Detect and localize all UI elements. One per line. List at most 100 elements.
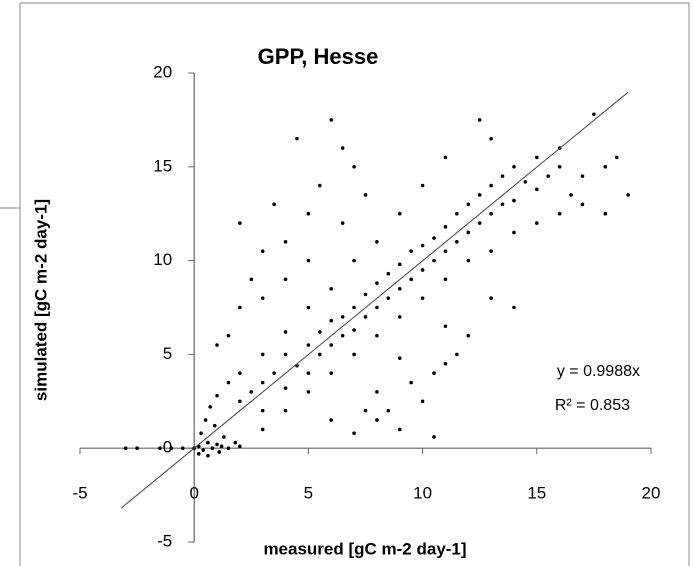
point xyxy=(535,221,539,225)
point xyxy=(432,236,436,240)
annotation: y = 0.9988x xyxy=(557,363,640,380)
point xyxy=(409,249,413,254)
point xyxy=(206,440,210,445)
point xyxy=(306,211,311,216)
point xyxy=(363,408,368,413)
point xyxy=(215,393,219,398)
point xyxy=(340,146,345,150)
point xyxy=(443,324,448,329)
x-axis-label: measured [gC m-2 day-1] xyxy=(263,539,466,558)
point xyxy=(569,193,573,197)
point xyxy=(397,427,402,432)
point xyxy=(306,390,311,394)
point xyxy=(489,211,493,216)
point xyxy=(226,333,231,338)
y-tick-label: 5 xyxy=(163,344,172,363)
point xyxy=(329,418,334,422)
point xyxy=(489,183,493,188)
point xyxy=(432,435,436,439)
point xyxy=(477,221,482,225)
y-tick-label: -5 xyxy=(157,531,172,550)
point xyxy=(546,174,551,178)
point xyxy=(283,408,288,413)
point xyxy=(272,202,276,207)
point xyxy=(397,262,402,267)
point xyxy=(443,155,448,160)
point xyxy=(432,371,436,375)
point xyxy=(626,193,630,197)
point xyxy=(352,431,356,435)
point xyxy=(375,240,379,244)
point xyxy=(375,333,379,338)
point xyxy=(535,187,539,192)
x-tick-label: 0 xyxy=(189,484,198,503)
point xyxy=(210,446,215,451)
point xyxy=(397,286,402,291)
point xyxy=(212,423,217,428)
point xyxy=(420,296,425,300)
x-tick-label: 10 xyxy=(413,484,432,503)
point xyxy=(409,277,413,282)
point xyxy=(363,292,368,297)
point xyxy=(420,183,425,188)
point xyxy=(500,174,505,178)
point xyxy=(363,193,368,197)
point xyxy=(386,296,391,300)
point xyxy=(340,315,345,319)
point xyxy=(203,418,208,422)
point xyxy=(580,174,585,178)
point xyxy=(238,305,242,310)
point xyxy=(455,211,459,216)
point xyxy=(557,165,562,169)
point xyxy=(199,431,203,435)
point xyxy=(283,386,288,390)
y-axis-label: simulated [gC m-2 day-1] xyxy=(31,199,50,401)
point xyxy=(260,408,265,413)
point xyxy=(180,446,185,451)
y-tick-label: 0 xyxy=(163,438,172,457)
point xyxy=(295,136,299,141)
point xyxy=(443,249,448,254)
point xyxy=(249,390,254,394)
point xyxy=(603,165,608,169)
point xyxy=(443,277,448,282)
point xyxy=(397,315,402,319)
y-tick-label: 10 xyxy=(153,250,172,269)
point xyxy=(455,352,459,357)
point xyxy=(329,118,334,122)
point xyxy=(123,446,128,451)
point xyxy=(477,118,482,122)
point xyxy=(375,305,379,310)
x-tick-label: 20 xyxy=(642,484,661,503)
point xyxy=(432,258,436,263)
point xyxy=(272,371,276,375)
point xyxy=(512,230,516,235)
fit-line xyxy=(120,91,629,509)
point xyxy=(409,380,413,385)
point xyxy=(455,240,459,244)
point xyxy=(226,380,231,385)
point xyxy=(386,271,391,276)
point xyxy=(466,333,471,338)
point xyxy=(318,352,322,357)
point xyxy=(249,277,254,282)
point xyxy=(580,202,585,207)
point xyxy=(226,446,231,451)
point xyxy=(420,268,425,272)
point xyxy=(206,453,210,458)
point xyxy=(260,249,265,254)
point xyxy=(208,405,212,409)
point xyxy=(306,343,311,347)
point xyxy=(283,330,288,334)
point xyxy=(238,444,242,449)
point xyxy=(466,258,471,263)
point xyxy=(489,249,493,254)
point xyxy=(352,352,356,357)
point xyxy=(352,258,356,263)
point xyxy=(489,296,493,300)
point xyxy=(238,399,242,404)
point xyxy=(283,277,288,282)
point xyxy=(466,230,471,235)
point xyxy=(512,305,516,310)
